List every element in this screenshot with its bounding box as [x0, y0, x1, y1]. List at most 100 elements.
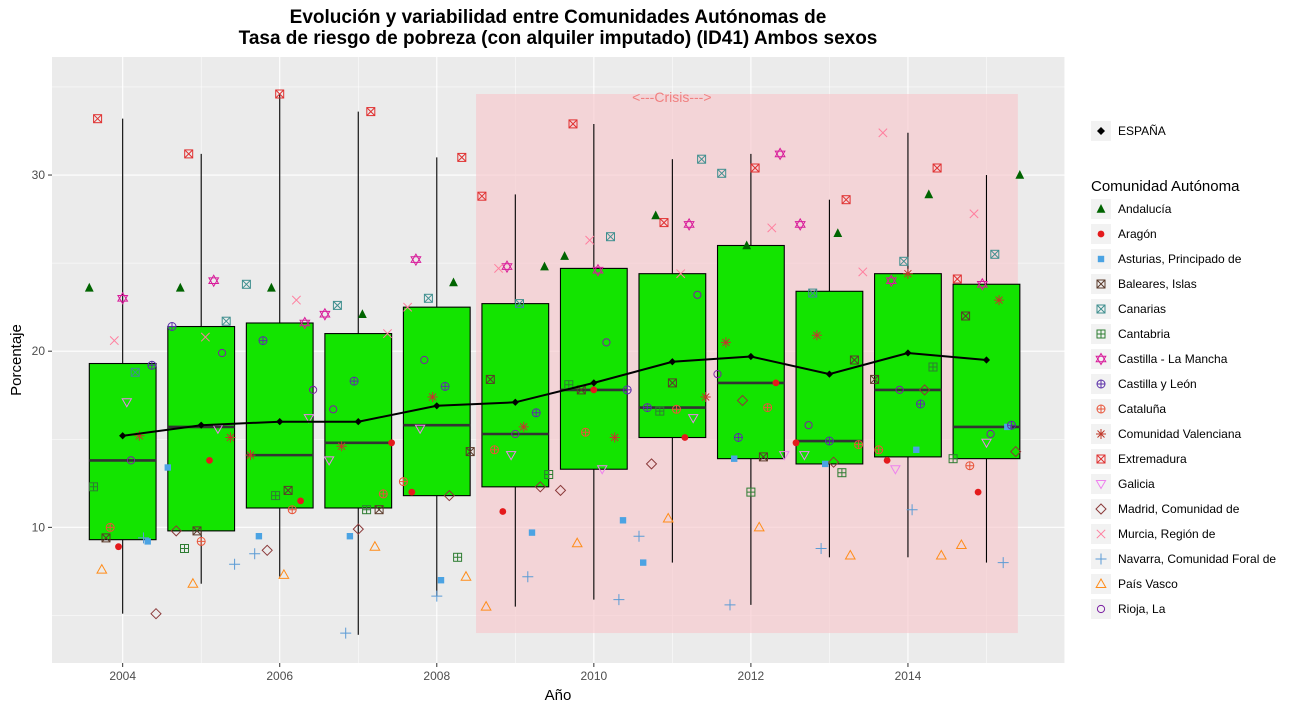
- espana-point-2007: [354, 418, 362, 426]
- point-baleares-islas-2014: [870, 374, 880, 384]
- crisis-label: <---Crisis--->: [632, 89, 711, 105]
- legend-marker-icon: [1096, 379, 1106, 389]
- point-pa-s-vasco-2010: [571, 537, 583, 548]
- point-galicia-2012: [778, 451, 790, 461]
- point-madrid-comunidad-de-2007: [352, 523, 365, 535]
- point-catalu-a-2006: [287, 505, 297, 515]
- point-asturias-principado-de-2006: [255, 533, 263, 540]
- point-castilla-la-mancha-2010: [592, 263, 604, 277]
- legend-item: Cataluña: [1091, 399, 1166, 419]
- point-comunidad-valenciana-2004: [134, 430, 145, 441]
- point-castilla-la-mancha-2006: [299, 316, 311, 330]
- legend-label: Canarias: [1118, 302, 1166, 316]
- espana-point-2014: [904, 349, 912, 357]
- point-extremadura-2006: [275, 89, 285, 99]
- point-comunidad-valenciana-2006: [245, 450, 256, 461]
- point-murcia-regi-n-de-2009: [494, 263, 504, 273]
- point-castilla-y-le-n-2009: [531, 408, 541, 418]
- legend-label: Castilla - La Mancha: [1118, 352, 1228, 366]
- point-cantabria-2005: [180, 544, 189, 553]
- point-navarra-comunidad-foral-de-2010: [613, 594, 625, 606]
- point-baleares-islas-2015: [961, 311, 971, 321]
- point-murcia-regi-n-de-2010: [585, 235, 595, 245]
- point-comunidad-valenciana-2008: [427, 392, 438, 402]
- legend-marker-icon: [1095, 503, 1107, 515]
- box-iqr: [716, 244, 785, 460]
- point-rioja-la-2005: [218, 348, 227, 358]
- point-extremadura-2011: [659, 218, 669, 228]
- point-andaluc-a-2014: [924, 189, 934, 199]
- legend-label: Asturias, Principado de: [1118, 252, 1242, 266]
- point-andaluc-a-2015: [1015, 170, 1025, 179]
- y-tick-label: 30: [32, 168, 46, 182]
- point-canarias-2010: [606, 232, 615, 242]
- point-rioja-la-2006: [309, 385, 318, 394]
- legend-label: Madrid, Comunidad de: [1118, 502, 1240, 516]
- point-castilla-la-mancha-2014: [885, 274, 897, 288]
- point-cantabria-2004: [89, 482, 98, 492]
- x-axis-title: Año: [545, 687, 572, 704]
- point-galicia-2013: [798, 451, 810, 461]
- point-andaluc-a-2005: [175, 282, 185, 292]
- point-canarias-2007: [332, 300, 342, 310]
- point-canarias-2005: [221, 316, 231, 326]
- legend-item: Navarra, Comunidad Foral de: [1091, 549, 1276, 569]
- point-cantabria-2011: [655, 406, 665, 416]
- legend-item: Andalucía: [1091, 199, 1172, 219]
- point-catalu-a-2014: [874, 445, 884, 455]
- point-canarias-2009: [515, 299, 524, 309]
- legend-item: Castilla y León: [1091, 374, 1197, 394]
- point-andaluc-a-2004: [84, 282, 94, 292]
- boxplots: [88, 93, 1021, 635]
- point-asturias-principado-de-2012: [731, 455, 738, 462]
- point-galicia-2015: [981, 438, 992, 449]
- point-arag-n-2014: [883, 457, 891, 464]
- legend-key: [1091, 574, 1111, 594]
- box-iqr: [88, 362, 157, 541]
- point-madrid-comunidad-de-2005: [170, 525, 182, 537]
- point-asturias-principado-de-2010: [619, 517, 627, 524]
- point-baleares-islas-2008: [465, 447, 475, 457]
- espana-line: [122, 351, 987, 437]
- espana-marker-icon: [1097, 127, 1105, 135]
- point-andaluc-a-2011: [651, 210, 661, 220]
- legend-marker-icon: [1095, 352, 1107, 366]
- espana-point-2009: [511, 398, 519, 406]
- legend-marker-icon: [1096, 404, 1106, 414]
- point-castilla-y-le-n-2010: [622, 385, 632, 395]
- point-murcia-regi-n-de-2004: [109, 336, 119, 346]
- box-iqr: [952, 283, 1021, 460]
- box-2014: [874, 132, 942, 558]
- point-catalu-a-2011: [672, 404, 681, 414]
- legend-marker-icon: [1096, 529, 1106, 539]
- legend-item: Baleares, Islas: [1091, 274, 1197, 294]
- legend-item: Castilla - La Mancha: [1091, 349, 1228, 369]
- point-catalu-a-2015: [965, 461, 975, 471]
- espana-point-2015: [982, 356, 991, 364]
- chart-title: Evolución y variabilidad entre Comunidad…: [239, 7, 878, 49]
- legend-item: Rioja, La: [1091, 599, 1166, 619]
- point-castilla-y-le-n-2005: [167, 322, 177, 331]
- legend-label: Cataluña: [1118, 402, 1166, 416]
- point-arag-n-2013: [792, 439, 800, 447]
- point-rioja-la-2009: [511, 429, 520, 439]
- point-canarias-2004: [130, 367, 140, 377]
- point-extremadura-2013: [841, 195, 851, 205]
- point-catalu-a-2007: [378, 489, 388, 499]
- point-castilla-la-mancha-2011: [683, 217, 695, 231]
- point-baleares-islas-2013: [849, 355, 859, 365]
- point-comunidad-valenciana-2010: [609, 432, 620, 443]
- point-castilla-y-le-n-2007: [349, 376, 359, 386]
- legend-item: Canarias: [1091, 299, 1166, 319]
- point-arag-n-2006: [297, 497, 304, 505]
- point-asturias-principado-de-2004: [144, 538, 151, 545]
- point-galicia-2010: [596, 465, 608, 475]
- legend-marker-icon: [1097, 230, 1105, 238]
- espana-point-2010: [590, 379, 598, 387]
- point-castilla-y-le-n-2008: [440, 381, 450, 391]
- axes: 2004 2006 2008 2010 2012 2014 10 20 30: [32, 168, 922, 683]
- legend-item: Comunidad Valenciana: [1091, 424, 1242, 444]
- point-andaluc-a-2007: [358, 309, 367, 318]
- point-castilla-y-le-n-2004: [147, 360, 157, 370]
- espana-point-2011: [668, 358, 676, 366]
